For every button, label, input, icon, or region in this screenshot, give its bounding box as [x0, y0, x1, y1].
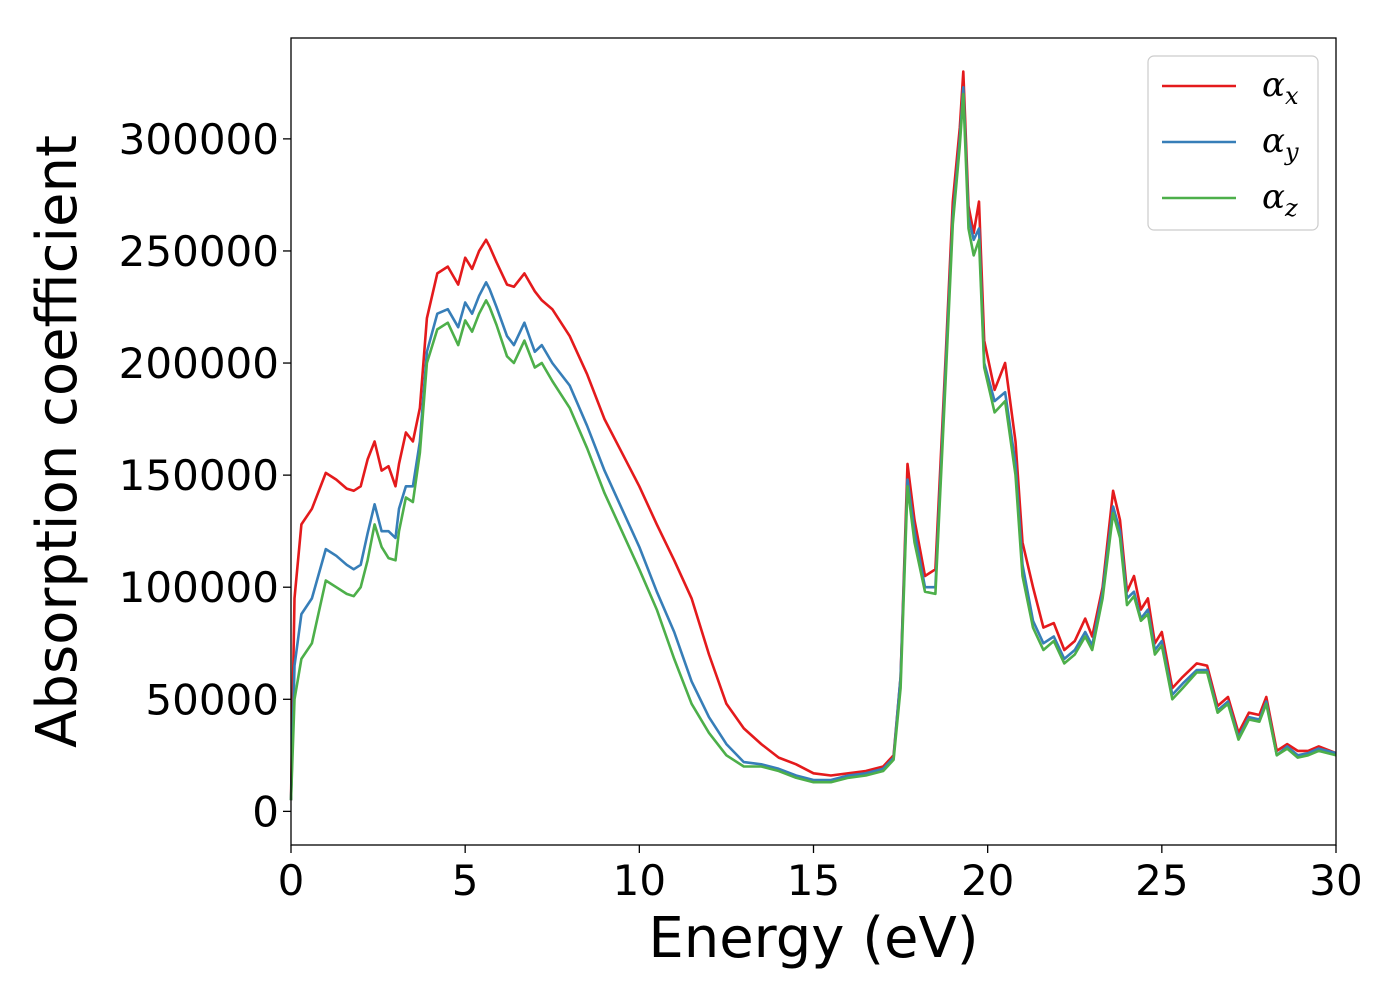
legend-label-3: αz: [1262, 177, 1298, 222]
legend-label-sub: x: [1285, 82, 1299, 110]
legend-label-sub: z: [1284, 194, 1298, 222]
y-tick-label: 150000: [119, 451, 279, 500]
series-layer: [289, 70, 1337, 801]
x-tick-label: 15: [787, 856, 840, 905]
y-tick-label: 250000: [119, 227, 279, 276]
legend-label-main: α: [1262, 121, 1285, 161]
x-tick-label: 10: [613, 856, 666, 905]
series-line-3: [289, 92, 1337, 801]
legend-label-2: αy: [1262, 121, 1299, 166]
ticks-layer: 0 5 10 15 20 25 30 0 50000 100000 150000 200000 2500…: [119, 115, 1363, 905]
legend-label-main: α: [1262, 177, 1285, 217]
x-tick-label: 25: [1135, 856, 1188, 905]
x-tick-label: 5: [452, 856, 479, 905]
x-tick-label: 30: [1309, 856, 1362, 905]
x-tick-label: 0: [278, 856, 305, 905]
legend-label-main: α: [1262, 65, 1285, 105]
x-axis-label: Energy (eV): [648, 906, 978, 971]
y-tick-label: 200000: [119, 339, 279, 388]
y-tick-label: 0: [252, 787, 279, 836]
y-axis-label: Absorption coefficient: [25, 135, 90, 748]
y-tick-label: 50000: [145, 675, 279, 724]
y-tick-label: 300000: [119, 115, 279, 164]
legend-label-sub: y: [1284, 138, 1299, 166]
x-tick-label: 20: [961, 856, 1014, 905]
legend-label-1: αx: [1262, 65, 1299, 110]
y-tick-label: 100000: [119, 563, 279, 612]
